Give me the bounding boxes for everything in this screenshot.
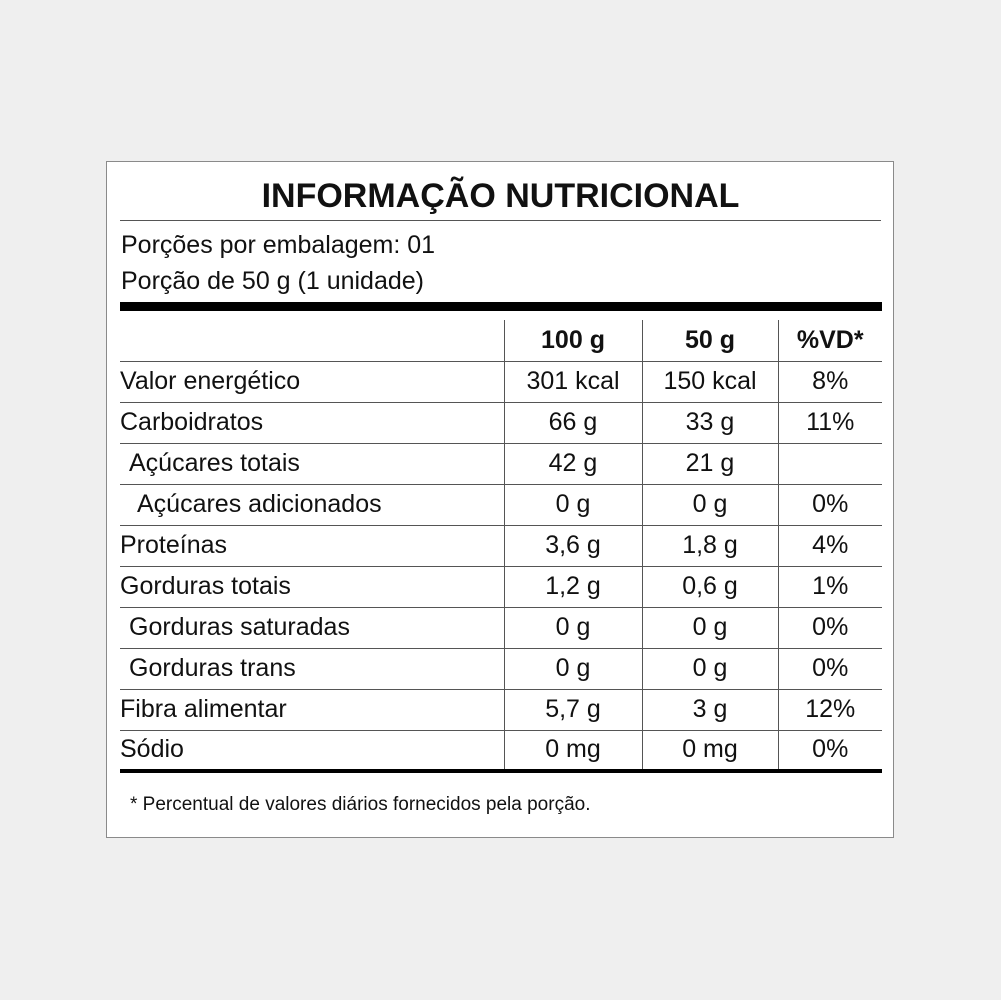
nutrient-name: Gorduras totais <box>120 566 504 608</box>
daily-value: 0% <box>777 648 882 690</box>
daily-value: 11% <box>777 402 882 444</box>
table-row: Gorduras totais 1,2 g 0,6 g 1% <box>120 566 882 608</box>
table-row: Valor energético 301 kcal 150 kcal 8% <box>120 361 882 403</box>
value-per-serving: 150 kcal <box>641 361 778 403</box>
value-per-serving: 0,6 g <box>641 566 778 608</box>
value-per-100g: 42 g <box>503 443 642 485</box>
table-row: Açúcares adicionados 0 g 0 g 0% <box>120 484 882 526</box>
table-row: Fibra alimentar 5,7 g 3 g 12% <box>120 689 882 731</box>
daily-value: 4% <box>777 525 882 567</box>
daily-value: 0% <box>777 607 882 649</box>
nutrient-name: Proteínas <box>120 525 504 567</box>
panel-title: INFORMAÇÃO NUTRICIONAL <box>261 177 740 215</box>
table-row: Açúcares totais 42 g 21 g <box>120 443 882 485</box>
value-per-100g: 1,2 g <box>503 566 642 608</box>
daily-value <box>777 443 882 485</box>
table-row: Proteínas 3,6 g 1,8 g 4% <box>120 525 882 567</box>
title-divider <box>120 220 881 221</box>
daily-value: 0% <box>777 730 882 773</box>
value-per-serving: 33 g <box>641 402 778 444</box>
value-per-serving: 21 g <box>641 443 778 485</box>
nutrient-name: Fibra alimentar <box>120 689 504 731</box>
serving-size: Porção de 50 g (1 unidade) <box>121 267 424 295</box>
nutrition-table: 100 g 50 g %VD* Valor energético 301 kca… <box>120 320 882 773</box>
value-per-100g: 0 g <box>503 607 642 649</box>
value-per-100g: 0 g <box>503 648 642 690</box>
value-per-100g: 301 kcal <box>503 361 642 403</box>
value-per-serving: 0 g <box>641 648 778 690</box>
header-nutrient <box>120 320 504 362</box>
nutrient-name: Valor energético <box>120 361 504 403</box>
header-per-serving: 50 g <box>641 320 778 362</box>
footnote: * Percentual de valores diários fornecid… <box>130 794 591 815</box>
daily-value: 12% <box>777 689 882 731</box>
value-per-serving: 1,8 g <box>641 525 778 567</box>
table-row: Gorduras saturadas 0 g 0 g 0% <box>120 607 882 649</box>
daily-value: 8% <box>777 361 882 403</box>
value-per-serving: 0 g <box>641 484 778 526</box>
nutrient-name: Gorduras saturadas <box>120 607 504 649</box>
nutrient-name: Gorduras trans <box>120 648 504 690</box>
nutrient-name: Carboidratos <box>120 402 504 444</box>
header-daily-value: %VD* <box>777 320 882 362</box>
value-per-serving: 0 g <box>641 607 778 649</box>
nutrient-name: Açúcares adicionados <box>120 484 504 526</box>
table-row: Carboidratos 66 g 33 g 11% <box>120 402 882 444</box>
value-per-100g: 5,7 g <box>503 689 642 731</box>
nutrient-name: Sódio <box>120 730 504 773</box>
table-row: Sódio 0 mg 0 mg 0% <box>120 730 882 773</box>
value-per-100g: 0 g <box>503 484 642 526</box>
thick-divider <box>120 302 882 311</box>
value-per-100g: 0 mg <box>503 730 642 773</box>
table-header-row: 100 g 50 g %VD* <box>120 320 882 362</box>
header-per-100g: 100 g <box>503 320 642 362</box>
value-per-serving: 0 mg <box>641 730 778 773</box>
table-row: Gorduras trans 0 g 0 g 0% <box>120 648 882 690</box>
daily-value: 0% <box>777 484 882 526</box>
nutrient-name: Açúcares totais <box>120 443 504 485</box>
value-per-serving: 3 g <box>641 689 778 731</box>
daily-value: 1% <box>777 566 882 608</box>
value-per-100g: 3,6 g <box>503 525 642 567</box>
servings-per-package: Porções por embalagem: 01 <box>121 231 436 259</box>
value-per-100g: 66 g <box>503 402 642 444</box>
